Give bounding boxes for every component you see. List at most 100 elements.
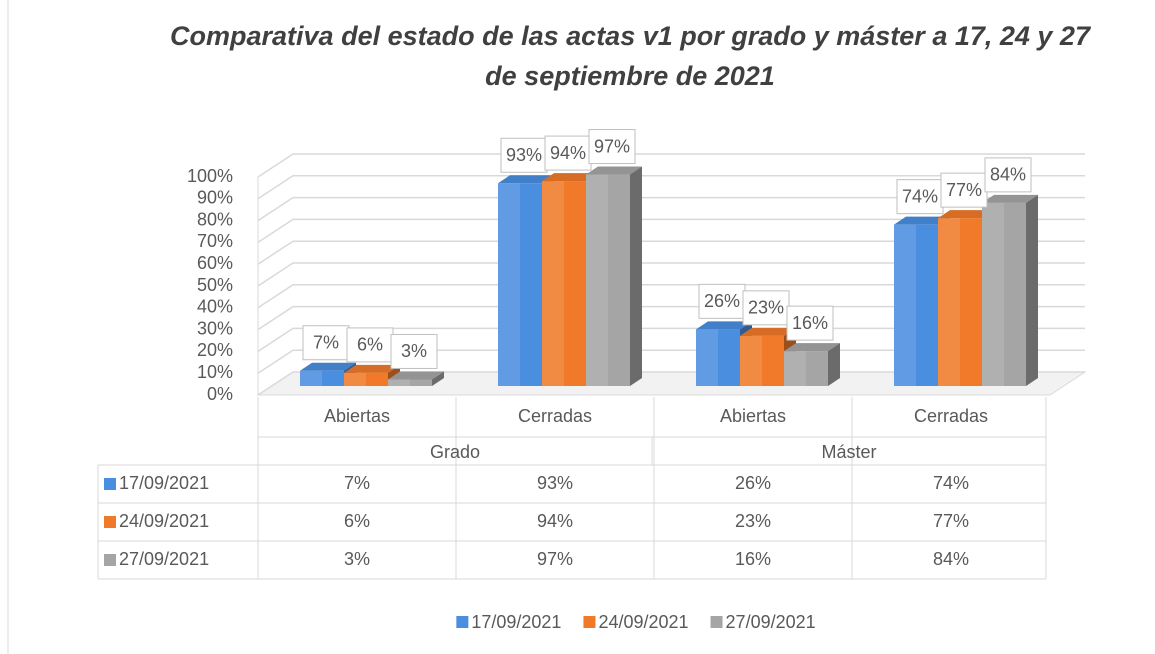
- data-labels: 7% 6% 3% 93% 94% 97% 26% 23% 16% 74% 77% 84%: [302, 129, 1032, 369]
- bar: [982, 194, 1038, 386]
- data-label-box: [896, 179, 944, 215]
- y-tick-label: 30%: [197, 318, 233, 338]
- data-label-box: [500, 137, 548, 173]
- bar-front: [388, 379, 432, 386]
- chart-border: [7, 0, 9, 654]
- bar-front: [542, 181, 586, 386]
- data-label: 93%: [506, 145, 542, 165]
- bar-front: [784, 351, 828, 386]
- data-label-box: [302, 325, 350, 361]
- bar-top-shade: [982, 194, 1038, 203]
- bar-top: [344, 364, 400, 373]
- table-series-name: 27/09/2021: [119, 549, 209, 569]
- bar-front: [696, 329, 740, 386]
- data-label: 6%: [357, 335, 383, 355]
- table-series-name: 24/09/2021: [119, 511, 209, 531]
- group-label: Máster: [821, 442, 876, 462]
- bar-top: [982, 194, 1038, 203]
- bar-highlight: [938, 218, 960, 386]
- chart-title: Comparativa del estado de las actas v1 p…: [170, 21, 1090, 91]
- table-cell: 74%: [933, 473, 969, 493]
- bar-top: [542, 173, 598, 182]
- legend-label: 27/09/2021: [726, 612, 816, 632]
- bar-top-shade: [344, 364, 400, 373]
- bar-side-shade: [432, 371, 444, 386]
- table-cell: 16%: [735, 549, 771, 569]
- x-tick-label: Abiertas: [324, 406, 390, 426]
- data-label: 84%: [990, 165, 1026, 185]
- bar-highlight: [388, 379, 410, 386]
- table-cell: 26%: [735, 473, 771, 493]
- data-label-box: [698, 283, 746, 319]
- data-label: 7%: [313, 332, 339, 352]
- bar-top: [696, 321, 752, 330]
- bar-side: [1026, 194, 1038, 386]
- y-tick-label: 50%: [197, 275, 233, 295]
- bar-side: [630, 166, 642, 386]
- bar-highlight: [740, 335, 762, 386]
- bar: [586, 166, 642, 386]
- bar-top-shade: [498, 175, 554, 184]
- bar-highlight: [982, 202, 1004, 386]
- y-tick-label: 70%: [197, 231, 233, 251]
- table-cell: 23%: [735, 511, 771, 531]
- bar-top: [498, 175, 554, 184]
- y-tick-label: 90%: [197, 188, 233, 208]
- table-cell: 77%: [933, 511, 969, 531]
- y-tick-label: 60%: [197, 253, 233, 273]
- bar-side-shade: [1026, 194, 1038, 386]
- data-label: 26%: [704, 291, 740, 311]
- bar-front: [894, 224, 938, 386]
- bar-top-shade: [696, 321, 752, 330]
- grid-line: [257, 175, 1085, 200]
- bar-front: [586, 174, 630, 386]
- table-cell: 94%: [537, 511, 573, 531]
- bar-front: [740, 335, 784, 386]
- bar-top: [300, 362, 356, 371]
- data-label: 97%: [594, 136, 630, 156]
- data-label-box: [940, 172, 988, 208]
- grid-line: [257, 284, 1085, 309]
- bar-side-shade: [630, 166, 642, 386]
- legend-label: 24/09/2021: [598, 612, 688, 632]
- table-cell: 6%: [344, 511, 370, 531]
- table-cell: 3%: [344, 549, 370, 569]
- bar-top-shade: [784, 343, 840, 352]
- x-tick-label: Abiertas: [720, 406, 786, 426]
- table-cell: 93%: [537, 473, 573, 493]
- bar-side: [828, 343, 840, 386]
- data-label-box: [786, 305, 834, 341]
- bar-top: [894, 216, 950, 225]
- data-label: 77%: [946, 180, 982, 200]
- data-label: 23%: [748, 298, 784, 318]
- bar: [388, 371, 444, 386]
- data-label: 74%: [902, 186, 938, 206]
- y-tick-label: 10%: [197, 362, 233, 382]
- bar-highlight: [784, 351, 806, 386]
- grid-line: [257, 240, 1085, 265]
- bar-top-shade: [938, 210, 994, 219]
- legend-label: 17/09/2021: [471, 612, 561, 632]
- bar: [784, 343, 840, 386]
- bars: [300, 166, 1038, 386]
- bar-top-shade: [300, 362, 356, 371]
- group-label: Grado: [430, 442, 480, 462]
- bar-front: [498, 183, 542, 386]
- table-legend-key: [104, 516, 116, 528]
- bar-highlight: [894, 224, 916, 386]
- bar-top-shade: [740, 327, 796, 336]
- grid-line: [257, 153, 1085, 178]
- bar-highlight: [542, 181, 564, 386]
- bar-top-shade: [586, 166, 642, 175]
- bar-top-shade: [894, 216, 950, 225]
- data-label-box: [346, 327, 394, 363]
- bar-side-shade: [828, 343, 840, 386]
- y-tick-label: 40%: [197, 297, 233, 317]
- bar-top: [586, 166, 642, 175]
- bar-highlight: [344, 372, 366, 386]
- table-cell: 84%: [933, 549, 969, 569]
- data-label: 3%: [401, 341, 427, 361]
- table-cell: 7%: [344, 473, 370, 493]
- y-tick-label: 0%: [207, 384, 233, 404]
